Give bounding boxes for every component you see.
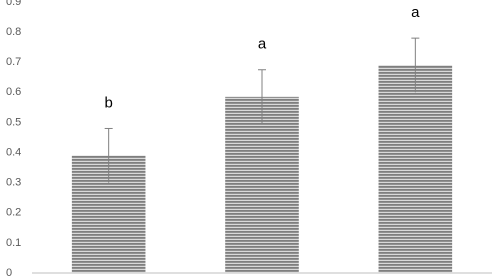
y-tick-label: 0.6 bbox=[6, 86, 21, 98]
y-tick-label: 0.4 bbox=[6, 146, 21, 158]
annotation: b bbox=[104, 94, 112, 111]
y-tick-label: 0.8 bbox=[6, 26, 21, 38]
y-tick-label: 0.5 bbox=[6, 116, 21, 128]
y-tick-label: 0.9 bbox=[6, 0, 21, 8]
y-tick-label: 0 bbox=[6, 267, 12, 279]
bar bbox=[378, 65, 453, 273]
y-tick-label: 0.1 bbox=[6, 237, 21, 249]
bar bbox=[225, 96, 299, 273]
annotation: a bbox=[258, 36, 267, 53]
annotation: a bbox=[411, 4, 420, 21]
y-tick-label: 0.2 bbox=[6, 207, 21, 219]
y-tick-label: 0.7 bbox=[6, 56, 21, 68]
y-tick-label: 0.3 bbox=[6, 177, 21, 189]
